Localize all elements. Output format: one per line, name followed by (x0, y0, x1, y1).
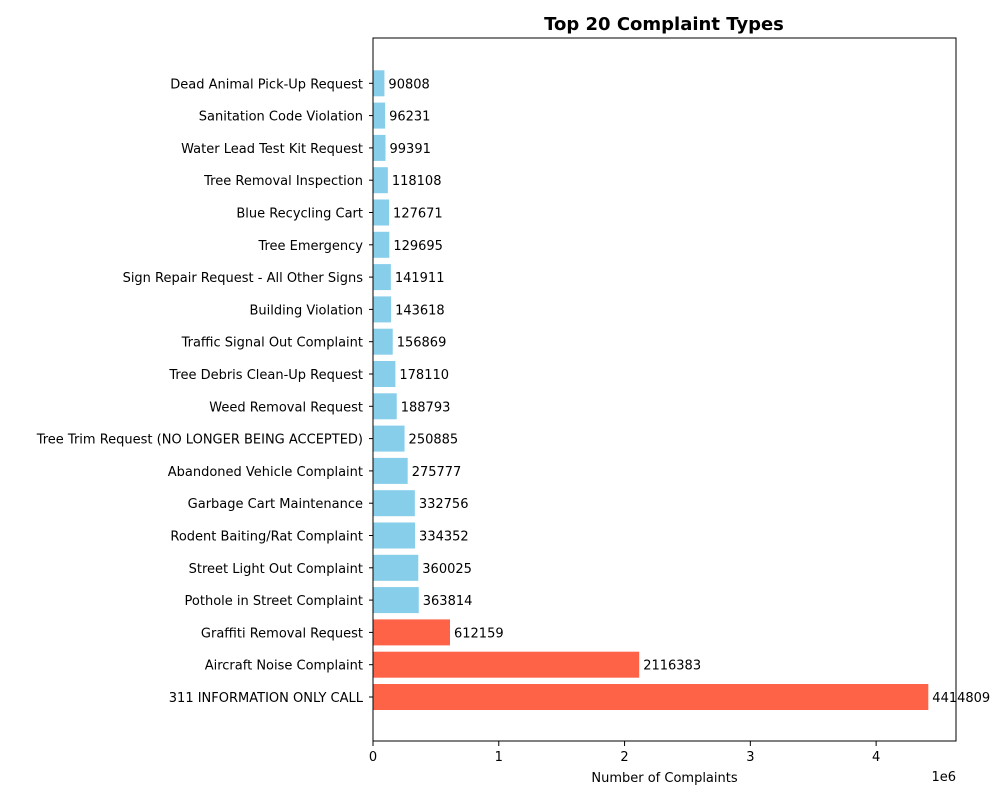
x-tick-label: 2 (620, 750, 628, 765)
category-label: Graffiti Removal Request (201, 626, 363, 641)
value-label: 127671 (393, 207, 443, 222)
category-labels-group: 311 INFORMATION ONLY CALL Aircraft Noise … (36, 77, 373, 706)
value-label: 250885 (409, 433, 459, 448)
value-label: 363814 (423, 594, 473, 609)
value-label: 118108 (392, 174, 442, 189)
bar (373, 134, 386, 161)
category-label: Tree Emergency (257, 239, 363, 254)
x-tick-label: 4 (872, 750, 880, 765)
value-label: 2116383 (643, 659, 701, 674)
bar (373, 587, 419, 614)
x-tick-label: 3 (746, 750, 754, 765)
category-label: Traffic Signal Out Complaint (181, 336, 363, 351)
category-label: Blue Recycling Cart (236, 207, 363, 222)
value-label: 188793 (401, 400, 451, 415)
value-label: 96231 (389, 110, 430, 125)
category-label: Pothole in Street Complaint (185, 594, 363, 609)
bar (373, 199, 390, 226)
value-label: 334352 (419, 530, 469, 545)
bar (373, 457, 408, 484)
category-label: Sign Repair Request - All Other Signs (123, 271, 364, 286)
value-label: 360025 (422, 562, 472, 577)
category-label: Sanitation Code Violation (199, 110, 363, 125)
bar (373, 425, 405, 452)
category-label: Building Violation (249, 303, 363, 318)
value-label: 612159 (454, 626, 504, 641)
bar (373, 296, 392, 323)
category-label: 311 INFORMATION ONLY CALL (169, 691, 364, 706)
bar (373, 328, 393, 355)
value-label: 275777 (412, 465, 462, 480)
category-label: Tree Debris Clean-Up Request (168, 368, 363, 383)
bar (373, 684, 929, 710)
bar (373, 651, 640, 678)
value-label: 332756 (419, 497, 469, 512)
category-label: Water Lead Test Kit Request (181, 142, 363, 157)
plot-frame (372, 37, 957, 742)
x-tick-label: 1 (495, 750, 503, 765)
bar (373, 70, 385, 97)
category-label: Weed Removal Request (209, 400, 363, 415)
value-label: 90808 (388, 77, 429, 92)
bar (373, 231, 390, 258)
category-label: Dead Animal Pick-Up Request (170, 77, 363, 92)
bar (373, 490, 415, 517)
bar (373, 393, 397, 420)
bar (373, 619, 450, 646)
category-label: Abandoned Vehicle Complaint (168, 465, 363, 480)
bar (373, 361, 396, 387)
x-tick-label: 0 (369, 750, 377, 765)
value-label: 129695 (393, 239, 443, 254)
x-axis-ticks-group: 0 1 2 3 4 (369, 741, 880, 765)
bar (373, 554, 419, 581)
value-label: 4414809 (932, 691, 990, 706)
category-label: Rodent Baiting/Rat Complaint (170, 530, 363, 545)
category-label: Aircraft Noise Complaint (205, 659, 363, 674)
category-label: Tree Trim Request (NO LONGER BEING ACCEP… (36, 433, 363, 448)
value-label: 178110 (399, 368, 449, 383)
bar (373, 264, 391, 291)
category-label: Tree Removal Inspection (203, 174, 363, 189)
bar (373, 102, 386, 129)
value-labels-group: 4414809 2116383 612159 363814 360025 334352 33… (388, 77, 990, 706)
chart-title: Top 20 Complaint Types (544, 14, 784, 35)
value-label: 99391 (390, 142, 431, 157)
x-axis-scale-label: 1e6 (931, 770, 956, 785)
category-label: Garbage Cart Maintenance (188, 497, 363, 512)
value-label: 143618 (395, 303, 445, 318)
bar (373, 167, 388, 194)
x-axis-label: Number of Complaints (591, 771, 737, 786)
bars-group (373, 70, 929, 710)
category-label: Street Light Out Complaint (189, 562, 363, 577)
value-label: 141911 (395, 271, 445, 286)
value-label: 156869 (397, 336, 447, 351)
bar (373, 522, 416, 549)
